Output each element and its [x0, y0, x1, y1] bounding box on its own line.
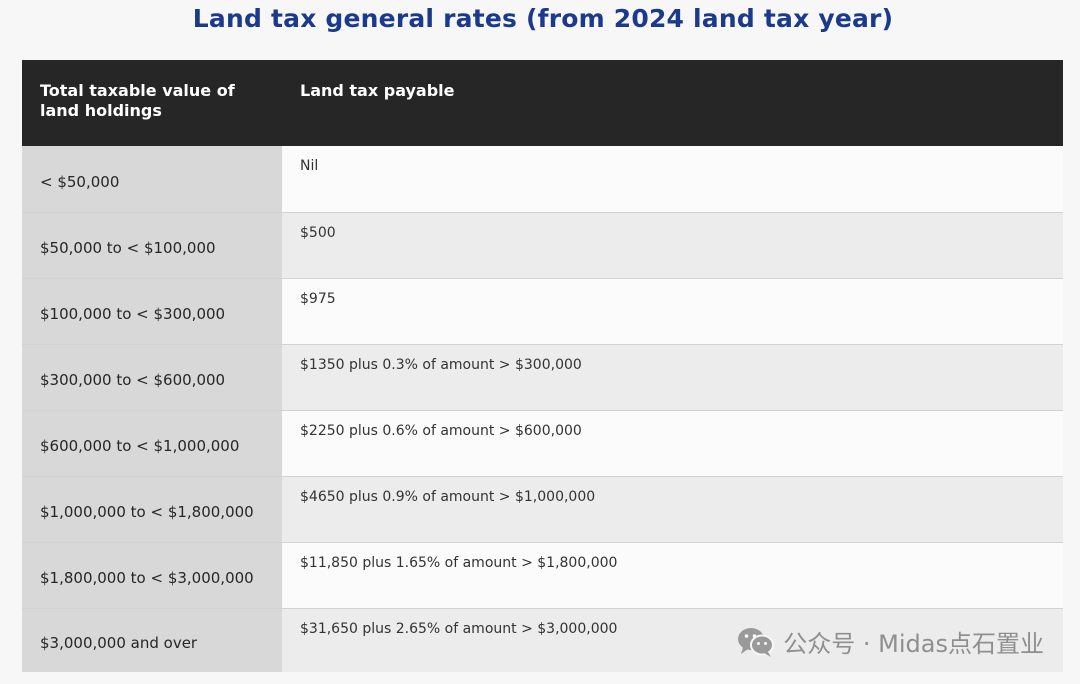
land-tax-payable-cell: $4650 plus 0.9% of amount > $1,000,000	[282, 476, 1063, 543]
table-row: $1,000,000 to < $1,800,000 $4650 plus 0.…	[22, 476, 1063, 543]
page-title: Land tax general rates (from 2024 land t…	[192, 4, 894, 33]
taxable-value-cell: $100,000 to < $300,000	[22, 278, 282, 345]
taxable-value-cell: $600,000 to < $1,000,000	[22, 410, 282, 477]
land-tax-payable-cell: Nil	[282, 146, 1063, 213]
watermark: 公众号 · Midas点石置业	[737, 624, 1044, 659]
table-row: $600,000 to < $1,000,000 $2250 plus 0.6%…	[22, 410, 1063, 477]
column-header-taxable-value: Total taxable value of land holdings	[22, 60, 282, 146]
land-tax-payable-cell: $975	[282, 278, 1063, 345]
taxable-value-cell: < $50,000	[22, 146, 282, 213]
land-tax-table: Total taxable value of land holdings Lan…	[22, 60, 1063, 672]
table-header-row: Total taxable value of land holdings Lan…	[22, 60, 1063, 146]
table-row: $300,000 to < $600,000 $1350 plus 0.3% o…	[22, 344, 1063, 411]
wechat-icon	[737, 626, 775, 658]
watermark-text: 公众号 · Midas点石置业	[783, 630, 1044, 658]
land-tax-payable-cell: $11,850 plus 1.65% of amount > $1,800,00…	[282, 542, 1063, 609]
taxable-value-cell: $50,000 to < $100,000	[22, 212, 282, 279]
table-row: < $50,000 Nil	[22, 146, 1063, 213]
land-tax-payable-cell: $1350 plus 0.3% of amount > $300,000	[282, 344, 1063, 411]
taxable-value-cell: $300,000 to < $600,000	[22, 344, 282, 411]
taxable-value-cell: $1,800,000 to < $3,000,000	[22, 542, 282, 609]
column-header-land-tax-payable: Land tax payable	[282, 60, 1063, 146]
land-tax-payable-cell: $500	[282, 212, 1063, 279]
table-row: $1,800,000 to < $3,000,000 $11,850 plus …	[22, 542, 1063, 609]
table-row: $3,000,000 and over $31,650 plus 2.65% o…	[22, 608, 1063, 672]
table-row: $100,000 to < $300,000 $975	[22, 278, 1063, 345]
land-tax-payable-cell: $2250 plus 0.6% of amount > $600,000	[282, 410, 1063, 477]
table-row: $50,000 to < $100,000 $500	[22, 212, 1063, 279]
taxable-value-cell: $3,000,000 and over	[22, 608, 282, 672]
land-tax-payable-cell: $31,650 plus 2.65% of amount > $3,000,00…	[282, 608, 1063, 672]
taxable-value-cell: $1,000,000 to < $1,800,000	[22, 476, 282, 543]
